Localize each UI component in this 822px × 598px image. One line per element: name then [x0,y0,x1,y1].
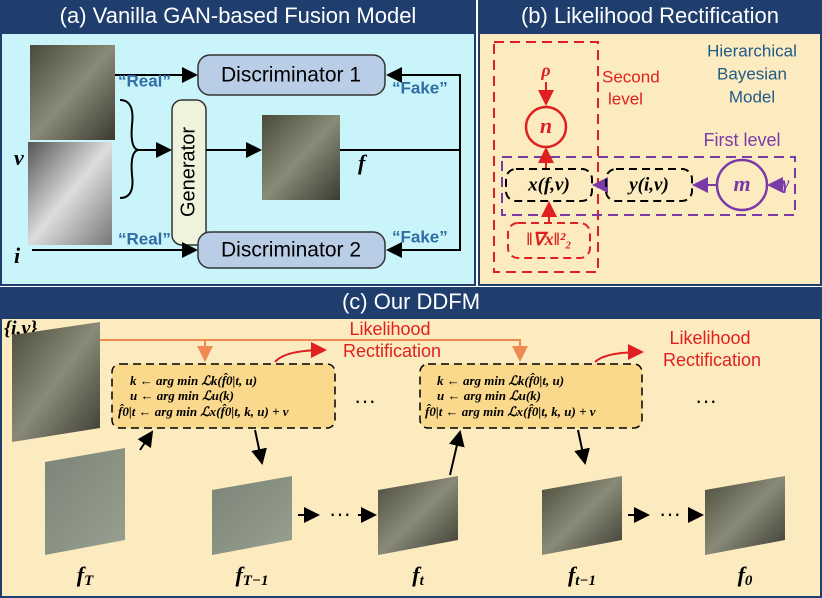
second-level-label: Second [602,67,660,86]
discriminator-label: Discriminator 2 [221,239,361,262]
v-label: v [14,145,24,170]
step-sub: t [420,573,425,589]
step-base: f [77,562,87,587]
real-label: “Real” [118,229,171,248]
equation: k ← arg min ℒk(f̂0|t, u) [130,373,257,388]
first-level-box [501,156,796,216]
step-image [45,448,125,555]
n-label: n [540,113,552,138]
step-sub: T−1 [243,573,269,589]
grad-label: ‖∇x‖²₂ [526,229,571,249]
real-label: “Real” [118,71,171,90]
panel-title: (a) Vanilla GAN-based Fusion Model [60,3,417,28]
arrow [574,429,590,465]
arrow [137,430,154,451]
discriminator-box [197,231,386,269]
generator-label: Generator [177,127,199,217]
panel-background [478,32,822,286]
step-base: f [738,562,748,587]
fused-image [262,115,340,200]
visible-image [30,45,115,140]
rectification-label: Rectification [663,350,761,370]
gamma: γ [782,173,790,193]
f-label: f [358,150,368,175]
step-label: f0 [738,562,753,589]
second-level-label: level [608,89,643,108]
i-label: i [14,243,21,268]
step-label: ft [412,562,424,589]
step-image [542,476,622,555]
second-level-box [493,41,599,273]
equation: u ← arg min ℒu(k) [130,388,234,403]
x-node [505,168,593,202]
y-node-label: y(i,v) [627,174,669,195]
step-image [212,476,292,555]
condition-arrow [100,339,528,362]
equation: f̂0|t ← arg min ℒx(f̂0|t, k, u) + v [118,404,289,419]
step-labels: fT fT−1 ft ft−1 f0 [77,562,753,589]
step-sub: 0 [745,573,753,589]
header-bar [0,0,476,32]
grad-node [507,222,591,259]
step-sub: T [84,573,94,589]
rectification-label: Likelihood [669,328,750,348]
equation-box [419,363,643,429]
header-bar [0,287,822,318]
infrared-image [28,142,112,245]
equation: f̂0|t ← arg min ℒx(f̂0|t, k, u) + v [425,404,596,419]
discriminator-box [197,54,386,96]
input-image [12,322,100,442]
arrow [386,150,461,258]
step-base: f [235,562,245,587]
model-label: Model [729,87,775,106]
ellipsis: ··· [329,501,351,526]
ellipsis: ··· [659,501,681,526]
step-label: ft−1 [568,562,596,589]
arrow [340,67,461,151]
step-image [705,476,785,555]
ellipsis: ··· [695,388,717,413]
step-sub: t−1 [575,573,596,589]
x-node-label: x(f,v) [527,174,570,195]
step-label: fT [77,562,94,589]
rho: ρ [540,60,550,80]
arrow [594,344,644,363]
arrow [251,429,267,465]
model-label: Bayesian [717,64,787,83]
step-base: f [568,562,578,587]
panel-title: (c) Our DDFM [342,289,480,314]
arrow [449,430,465,476]
rectification-label: Likelihood [349,319,430,339]
equation-box [111,363,336,429]
panel-title: (b) Likelihood Rectification [521,3,779,28]
model-label: Hierarchical [707,41,797,60]
step-base: f [412,562,422,587]
step-label: fT−1 [235,562,268,589]
ellipsis: ··· [354,388,376,413]
rectification-label: Rectification [343,341,441,361]
equation: k ← arg min ℒk(f̂0|t, u) [437,373,564,388]
y-node [605,168,693,202]
discriminator-label: Discriminator 1 [221,64,361,87]
arrow [274,342,327,363]
header-bar [478,0,822,32]
first-level-label: First level [703,130,780,150]
step-image [378,476,458,555]
fake-label: “Fake” [392,78,448,97]
m-label: m [733,171,750,196]
equation: u ← arg min ℒu(k) [437,388,541,403]
fake-label: “Fake” [392,227,448,246]
